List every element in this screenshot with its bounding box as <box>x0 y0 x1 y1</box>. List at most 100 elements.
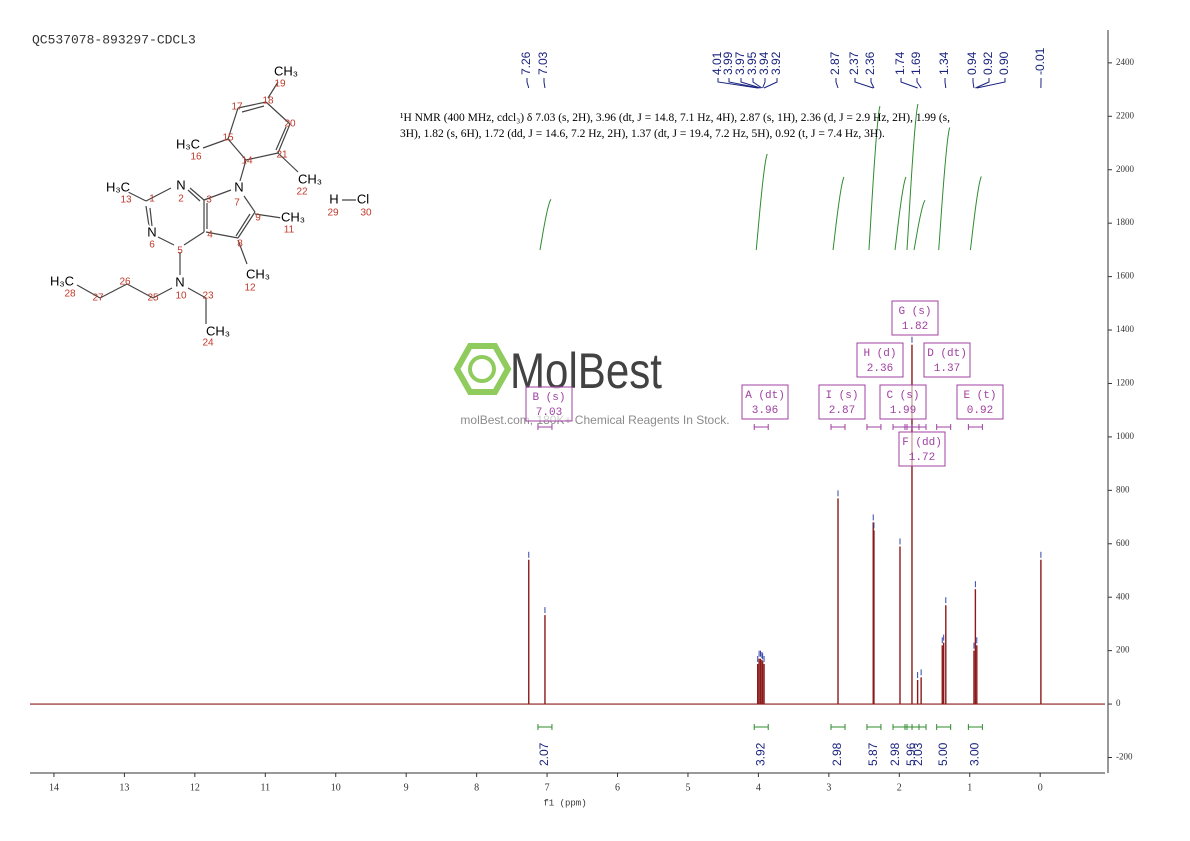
integral-bracket <box>830 724 846 730</box>
y-tick-label: 800 <box>1116 484 1130 494</box>
atom-number: 5 <box>177 246 183 257</box>
atom-number: 26 <box>119 277 131 288</box>
peak-label-connector <box>870 78 875 89</box>
nmr-description: ¹H NMR (400 MHz, cdcl₃) δ 7.03 (s, 2H), … <box>400 112 951 140</box>
peak-label-connector <box>975 78 990 89</box>
integral-label: 2.98 <box>888 742 902 766</box>
atom-symbol: Cl <box>357 191 369 206</box>
atom-number: 12 <box>244 283 256 294</box>
peak-label: 2.37 <box>847 51 861 75</box>
atom-number: 22 <box>296 187 308 198</box>
multiplet-box <box>923 342 971 378</box>
integral-label: 3.00 <box>968 742 982 766</box>
peak-label: 0.94 <box>965 51 979 75</box>
atom-number: 15 <box>222 133 234 144</box>
peak-label: 3.95 <box>745 51 759 75</box>
multiplet-label: F (dd) <box>902 437 942 449</box>
y-tick-label: 1000 <box>1116 431 1135 441</box>
peak-label: 3.99 <box>721 51 735 75</box>
y-tick-label: 2400 <box>1116 57 1135 67</box>
integral-label: 5.87 <box>866 742 880 766</box>
atom-number: 20 <box>284 119 296 130</box>
multiplet-shift: 1.37 <box>934 363 960 375</box>
peak-label: 2.87 <box>828 51 842 75</box>
atom-number: 7 <box>234 198 240 209</box>
multiplet-box <box>818 384 866 420</box>
x-tick-label: 3 <box>826 782 831 793</box>
peak-label-connector <box>543 78 546 89</box>
logo-hexagon <box>453 343 512 395</box>
peak-label-connector <box>763 78 778 89</box>
atom-number: 23 <box>202 291 214 302</box>
integral-curve <box>938 127 951 251</box>
structure-bonds <box>76 81 356 324</box>
peak-label: 3.97 <box>733 51 747 75</box>
multiplet-range <box>537 424 553 430</box>
atom-symbol: H₃C <box>50 273 74 288</box>
y-tick-label: 200 <box>1116 645 1130 655</box>
x-tick-label: 8 <box>474 782 479 793</box>
multiplet-label: E (t) <box>963 390 996 402</box>
peak-label: 1.74 <box>893 51 907 75</box>
multiplet-shift: 3.96 <box>752 405 778 417</box>
peak-label-connector <box>854 78 874 89</box>
atom-number: 9 <box>255 213 261 224</box>
integral-curve <box>894 176 907 251</box>
multiplet-shift: 1.72 <box>909 452 935 464</box>
x-tick-label: 13 <box>119 782 129 793</box>
peak-label: 7.03 <box>536 51 550 75</box>
x-tick-label: 5 <box>685 782 690 793</box>
atom-number: 21 <box>276 150 288 161</box>
atom-number: 14 <box>241 156 253 167</box>
y-tick-label: 1200 <box>1116 378 1135 388</box>
peak-label-connector <box>752 78 763 89</box>
multiplet-shift: 1.82 <box>902 321 928 333</box>
atom-number: 18 <box>262 96 274 107</box>
atom-number: 25 <box>147 293 159 304</box>
x-tick-label: 0 <box>1038 782 1043 793</box>
y-tick-label: -200 <box>1116 752 1133 762</box>
integral-curve <box>906 103 919 251</box>
integral-bracket <box>866 724 882 730</box>
atom-symbol: CH₃ <box>246 266 270 281</box>
multiplet-box <box>891 300 939 336</box>
multiplet-label: I (s) <box>825 390 858 402</box>
multiplet-box <box>898 431 946 467</box>
integral-curve <box>913 199 926 251</box>
multiplet-shift: 7.03 <box>536 407 562 419</box>
integral-label: 2.07 <box>537 742 551 766</box>
peak-label-connector <box>740 78 761 89</box>
x-tick-label: 9 <box>404 782 409 793</box>
peak-label: 4.01 <box>710 51 724 75</box>
multiplet-box <box>879 384 927 420</box>
peak-label-connector <box>728 78 760 89</box>
peak-label-connector <box>526 78 530 89</box>
y-tick-label: 1400 <box>1116 324 1135 334</box>
multiplet-label: C (s) <box>886 390 919 402</box>
integral-label: 5.00 <box>936 742 950 766</box>
atom-symbol: CH₃ <box>298 171 322 186</box>
atom-number: 8 <box>237 239 243 250</box>
integral-bracket <box>936 724 952 730</box>
atom-number: 27 <box>92 293 104 304</box>
atom-symbol: H₃C <box>106 179 130 194</box>
peak-label-connector <box>900 78 918 89</box>
multiplet-range <box>911 424 927 430</box>
atom-number: 6 <box>149 240 155 251</box>
atom-number: 28 <box>64 289 76 300</box>
y-tick-label: 1600 <box>1116 271 1135 281</box>
multiplet-range <box>936 424 952 430</box>
multiplet-range <box>866 424 882 430</box>
atom-number: 2 <box>178 194 184 205</box>
y-tick-label: 2200 <box>1116 110 1135 120</box>
peak-label: 1.34 <box>937 51 951 75</box>
atom-number: 19 <box>274 79 286 90</box>
atom-number: 10 <box>175 291 187 302</box>
multiplet-range <box>967 424 983 430</box>
multiplet-label: H (d) <box>863 348 896 360</box>
peak-label-connector <box>944 78 947 89</box>
atom-number: 13 <box>120 195 132 206</box>
peak-label-connector <box>835 78 839 89</box>
x-tick-label: 11 <box>260 782 270 793</box>
